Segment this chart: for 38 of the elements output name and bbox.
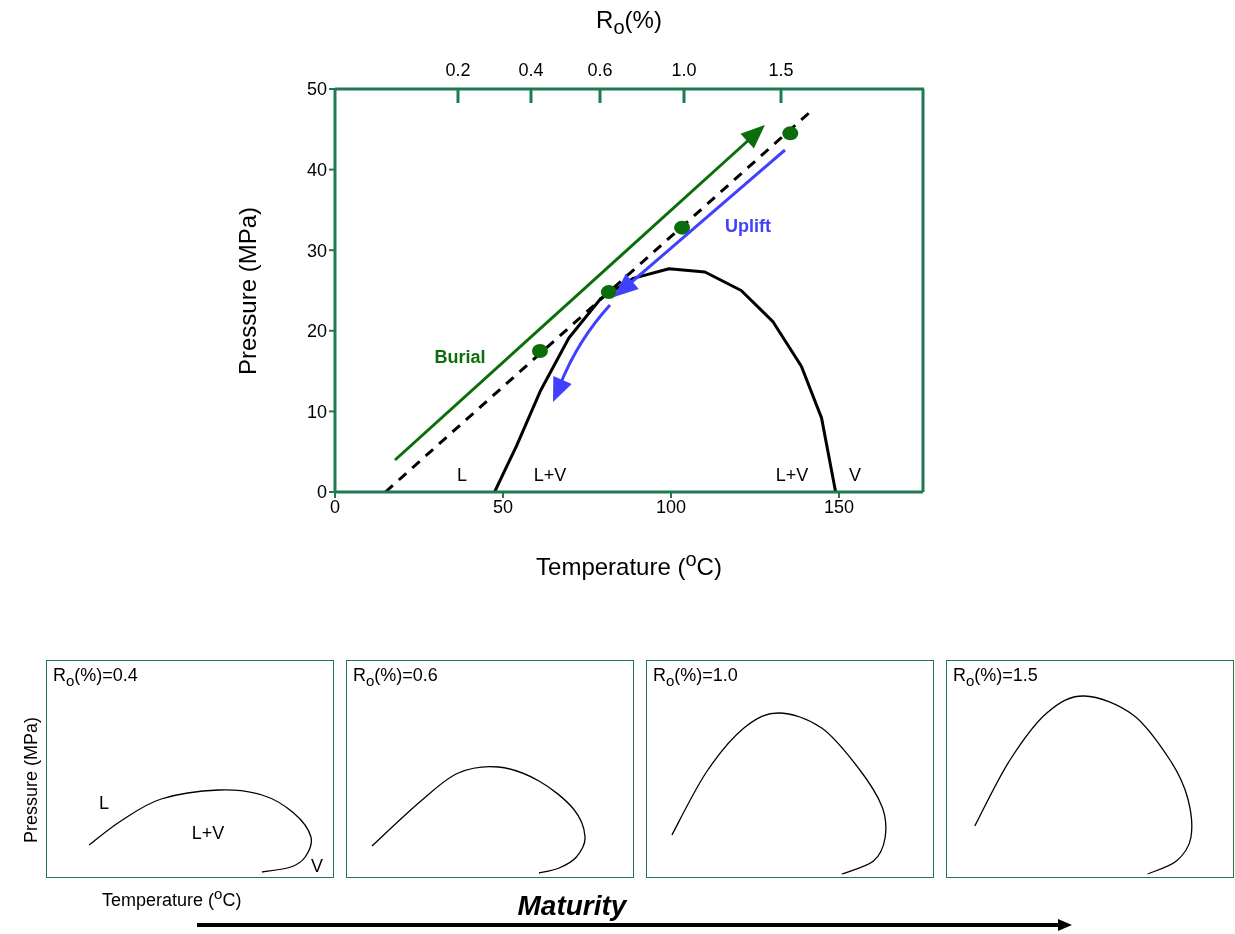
y-tick-label: 40 [306,159,327,180]
annotation: L+V [775,464,809,485]
text: 1.5 [768,59,794,80]
x-tick-label: 150 [823,496,855,517]
x-tick-label: 0 [329,496,341,517]
y-tick-label: 20 [306,321,327,342]
x-tick-label: 50 [492,496,514,517]
text: Maturity [517,890,627,921]
text: V [310,855,324,876]
text: L+V [191,822,225,843]
text: 0.6 [587,59,613,80]
point [782,126,799,141]
x-tick-label: 100 [655,496,687,517]
text: R$_{o}$(%)=1.0 [653,665,738,689]
text: R$_{o}$(%)=1.5 [953,665,1038,689]
annotation: L+V [533,464,567,485]
text: L [98,792,110,813]
text: Temperature ($^{o}$C) [102,885,242,910]
point [531,343,548,358]
y-tick-label: 10 [306,401,327,422]
text: 0.4 [518,59,544,80]
annotation: Uplift [725,215,771,236]
annotation: L [456,464,468,485]
text: 1.0 [671,59,697,80]
y-tick-label: 50 [306,79,327,100]
annotation: Burial [434,346,486,367]
text: R$_{o}$(%)=0.6 [353,665,438,689]
text: R$_{o}$(%)=0.4 [53,665,138,689]
point [600,285,617,300]
text: Pressure (MPa) [20,716,41,844]
y-tick-label: 30 [306,240,327,261]
x-axis-title: Temperature ($^{o}$C) [536,548,722,580]
point [674,220,691,235]
x2-axis-title: R$_{o}$(%) [596,6,662,38]
text: 0.2 [445,59,471,80]
y-axis-title: Pressure (MPa) [234,206,261,375]
y-tick-label: 0 [316,482,327,503]
annotation: V [848,464,862,485]
